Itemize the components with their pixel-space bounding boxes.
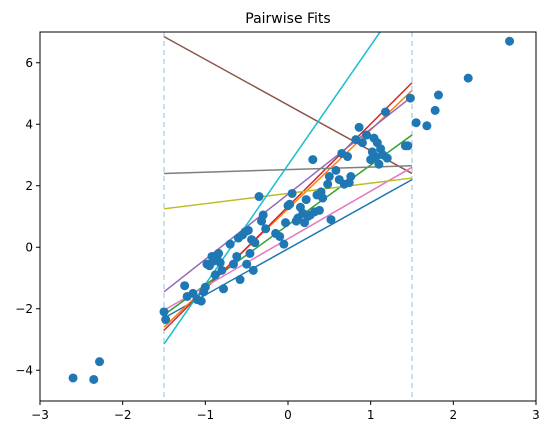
scatter-point-92 xyxy=(505,36,515,46)
y-tick-label-5: 6 xyxy=(25,56,33,70)
x-tick-label-5: 2 xyxy=(450,408,458,422)
scatter-point-9 xyxy=(196,296,206,306)
scatter-point-69 xyxy=(346,172,356,182)
scatter-point-18 xyxy=(214,248,224,258)
scatter-point-38 xyxy=(261,224,271,234)
scatter-point-0 xyxy=(68,373,78,383)
scatter-point-88 xyxy=(422,121,432,131)
scatter-point-1 xyxy=(89,374,99,384)
scatter-point-20 xyxy=(217,265,227,275)
scatter-point-42 xyxy=(281,218,291,228)
scatter-point-77 xyxy=(371,152,381,162)
scatter-point-2 xyxy=(95,357,105,367)
scatter-point-54 xyxy=(308,155,318,165)
x-tick-label-1: −2 xyxy=(114,408,132,422)
x-tick-label-3: 0 xyxy=(284,408,292,422)
scatter-point-44 xyxy=(285,199,295,209)
scatter-point-79 xyxy=(374,159,384,169)
scatter-point-86 xyxy=(405,93,415,103)
y-tick-label-4: 4 xyxy=(25,117,33,131)
scatter-point-3 xyxy=(159,307,169,317)
scatter-point-24 xyxy=(232,251,242,261)
y-tick-label-0: −4 xyxy=(15,363,33,377)
scatter-point-67 xyxy=(343,152,353,162)
scatter-point-16 xyxy=(210,270,220,280)
scatter-point-26 xyxy=(235,275,245,285)
scatter-point-89 xyxy=(430,105,440,115)
chart-title: Pairwise Fits xyxy=(245,11,330,27)
scatter-point-72 xyxy=(357,138,367,148)
scatter-point-41 xyxy=(279,239,289,249)
plot-area: −3 −2 −1 0 1 2 3 −4 −2 0 2 4 6 xyxy=(15,31,540,422)
x-tick-label-0: −3 xyxy=(31,408,49,422)
scatter-point-40 xyxy=(275,231,285,241)
fit-line-7 xyxy=(163,165,413,175)
scatter-point-30 xyxy=(243,225,253,235)
scatter-point-61 xyxy=(324,172,334,182)
scatter-point-62 xyxy=(326,215,336,225)
scatter-point-37 xyxy=(258,210,268,220)
scatter-point-82 xyxy=(381,107,391,117)
scatter-point-22 xyxy=(225,239,235,249)
scatter-point-45 xyxy=(287,188,297,198)
scatter-point-19 xyxy=(215,258,225,268)
y-tick-label-3: 2 xyxy=(25,179,33,193)
axes-frame xyxy=(39,31,537,402)
scatter-point-59 xyxy=(318,193,328,203)
scatter-point-63 xyxy=(331,165,341,175)
scatter-point-23 xyxy=(228,259,238,269)
scatter-point-90 xyxy=(433,90,443,100)
y-tick-label-1: −2 xyxy=(15,302,33,316)
x-tick-label-6: 3 xyxy=(532,408,540,422)
scatter-point-33 xyxy=(248,265,258,275)
scatter-point-85 xyxy=(403,141,413,151)
scatter-point-5 xyxy=(180,281,190,291)
scatter-point-57 xyxy=(314,205,324,215)
scatter-point-87 xyxy=(411,118,421,128)
scatter-point-4 xyxy=(161,315,171,325)
scatter-point-34 xyxy=(250,238,260,248)
scatter-point-11 xyxy=(200,282,210,292)
x-tick-label-2: −1 xyxy=(196,408,214,422)
scatter-point-83 xyxy=(382,153,392,163)
scatter-point-91 xyxy=(463,73,473,83)
scatter-point-29 xyxy=(242,259,252,269)
scatter-point-35 xyxy=(254,192,264,202)
scatter-point-60 xyxy=(323,179,333,189)
x-tick-label-4: 1 xyxy=(367,408,375,422)
scatter-point-73 xyxy=(362,130,372,140)
scatter-point-51 xyxy=(301,195,311,205)
plot-clip-group xyxy=(68,32,515,401)
y-tick-label-2: 0 xyxy=(25,240,33,254)
scatter-point-31 xyxy=(245,248,255,258)
scatter-point-71 xyxy=(354,122,364,132)
scatter-point-21 xyxy=(219,284,229,294)
